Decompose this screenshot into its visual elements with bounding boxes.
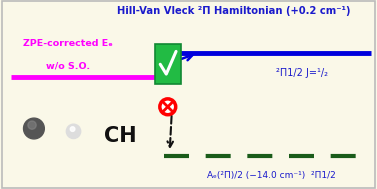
Ellipse shape <box>70 127 75 131</box>
Ellipse shape <box>23 118 44 139</box>
Ellipse shape <box>160 99 176 115</box>
Text: Aₑ(²Π)/2 (−14.0 cm⁻¹)  ²Π1/2: Aₑ(²Π)/2 (−14.0 cm⁻¹) ²Π1/2 <box>207 171 336 180</box>
FancyBboxPatch shape <box>155 44 181 84</box>
Text: ²Π1/2 J=¹/₂: ²Π1/2 J=¹/₂ <box>276 68 328 78</box>
Text: CH: CH <box>104 126 137 146</box>
Text: Hill-Van Vleck ²Π Hamiltonian (+0.2 cm⁻¹): Hill-Van Vleck ²Π Hamiltonian (+0.2 cm⁻¹… <box>117 6 351 16</box>
Text: ZPE-corrected Eₑ: ZPE-corrected Eₑ <box>23 39 113 48</box>
Ellipse shape <box>28 121 36 129</box>
Ellipse shape <box>66 124 81 139</box>
Text: w/o S.O.: w/o S.O. <box>46 62 90 71</box>
